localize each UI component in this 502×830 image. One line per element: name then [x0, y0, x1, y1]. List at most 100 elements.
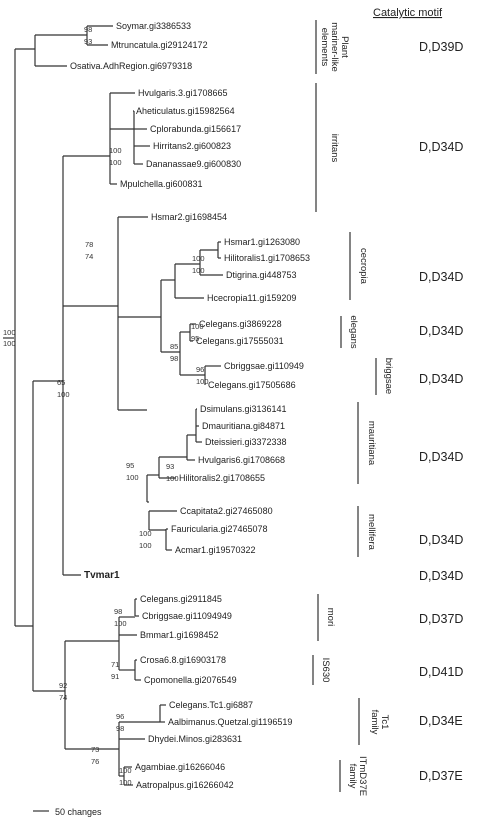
taxon-label: Mpulchella.gi600831	[120, 179, 203, 189]
taxon-label: Cplorabunda.gi156617	[150, 124, 241, 134]
support-value-top: 71	[111, 660, 119, 669]
support-value-bottom: 100	[126, 473, 139, 482]
support-value-top: 98	[114, 607, 122, 616]
taxon-label: Fauricularia.gi27465078	[171, 524, 268, 534]
clade-label: elegans	[348, 315, 359, 349]
support-value-bottom: 100	[166, 474, 179, 483]
support-value-top: 100	[139, 529, 152, 538]
catalytic-motif-label: D,D34D	[419, 140, 463, 154]
taxon-label: Hsmar2.gi1698454	[151, 212, 227, 222]
taxon-label: Osativa.AdhRegion.gi6979318	[70, 61, 192, 71]
taxon-label: Cbriggsae.gi110949	[224, 361, 304, 371]
taxon-label: Cbriggsae.gi11094949	[142, 611, 232, 621]
taxon-label: Crosa6.8.gi16903178	[140, 655, 226, 665]
support-value-top: 100	[109, 146, 122, 155]
taxon-label: Bmmar1.gi1698452	[140, 630, 219, 640]
taxon-label: Cpomonella.gi2076549	[144, 675, 237, 685]
support-values: 100 100 98 93 100 100 78 74 65 100 100 100 100 95 96 10…	[3, 25, 209, 787]
clade-label: IS630	[320, 658, 331, 683]
motif-column: Catalytic motif D,D39D D,D34D D,D34D D,D34D…	[373, 7, 463, 783]
root-support-top: 100	[3, 328, 16, 337]
taxon-label: Celegans.gi2911845	[140, 594, 222, 604]
support-value-bottom: 95	[191, 334, 199, 343]
taxon-label: Hcecropia11.gi159209	[207, 293, 296, 303]
root-support-bottom: 100	[3, 339, 16, 348]
support-value-top: 78	[85, 240, 93, 249]
taxon-label: Celegans.gi17505686	[208, 380, 296, 390]
clade-label: mellifera	[366, 514, 377, 551]
taxon-label: Aatropalpus.gi16266042	[136, 780, 234, 790]
taxon-label: Soymar.gi3386533	[116, 21, 191, 31]
support-value-top: 96	[116, 712, 124, 721]
support-value-top: 96	[196, 365, 204, 374]
clade-label: cecropia	[358, 248, 369, 285]
taxon-label: Hilitoralis2.gi1708655	[179, 473, 265, 483]
support-value-bottom: 98	[116, 724, 124, 733]
catalytic-motif-label: D,D37D	[419, 612, 463, 626]
taxon-label: Celegans.Tc1.gi6887	[169, 700, 253, 710]
support-value-bottom: 100	[196, 377, 209, 386]
catalytic-motif-label: D,D39D	[419, 40, 463, 54]
catalytic-motif-label: D,D41D	[419, 665, 463, 679]
catalytic-motif-label: D,D34D	[419, 270, 463, 284]
support-value-bottom: 100	[109, 158, 122, 167]
motif-header: Catalytic motif	[373, 7, 443, 19]
clade-label: irritans	[329, 134, 340, 163]
tree-branches	[14, 25, 223, 786]
catalytic-motif-label: D,D34D	[419, 372, 463, 386]
taxon-label: Hirritans2.gi600823	[153, 141, 231, 151]
support-value-top: 93	[166, 462, 174, 471]
support-value-top: 92	[59, 681, 67, 690]
support-value-bottom: 91	[111, 672, 119, 681]
catalytic-motif-label: D,D34D	[419, 533, 463, 547]
support-value-top: 98	[84, 25, 92, 34]
clade-label: ITmD37Efamily	[347, 756, 368, 796]
taxon-label: Dananassae9.gi600830	[146, 159, 241, 169]
scale-bar-label: 50 changes	[55, 807, 102, 817]
taxon-label: Dhydei.Minos.gi283631	[148, 734, 242, 744]
taxon-label: Acmar1.gi19570322	[175, 545, 256, 555]
support-value-top: 100	[119, 766, 132, 775]
clade-label: Plantmariner-likeelements	[319, 22, 350, 72]
taxon-label: Celegans.gi17555031	[196, 336, 284, 346]
support-value-bottom: 98	[170, 354, 178, 363]
taxon-label: Tvmar1	[84, 570, 120, 581]
clade-label: mori	[325, 608, 336, 626]
catalytic-motif-label: D,D34D	[419, 569, 463, 583]
taxon-label: Celegans.gi3869228	[199, 319, 282, 329]
support-value-bottom: 100	[192, 266, 205, 275]
support-value-bottom: 100	[114, 619, 127, 628]
support-value-bottom: 93	[84, 37, 92, 46]
taxon-label: Dsimulans.gi3136141	[200, 404, 287, 414]
support-value-top: 85	[170, 342, 178, 351]
support-value-top: 65	[57, 378, 65, 387]
taxon-label: Mtruncatula.gi29124172	[111, 40, 208, 50]
support-value-bottom: 74	[85, 252, 93, 261]
support-value-bottom: 100	[119, 778, 132, 787]
scale-bar: 50 changes	[33, 807, 102, 817]
support-value-top: 100	[191, 322, 204, 331]
clade-brackets: Plantmariner-likeelements irritans cecropi…	[312, 20, 394, 796]
taxon-label: Hsmar1.gi1263080	[224, 237, 300, 247]
support-value-top: 100	[192, 254, 205, 263]
taxon-label: Dteissieri.gi3372338	[205, 437, 287, 447]
support-value-bottom: 76	[91, 757, 99, 766]
support-value-bottom: 74	[59, 693, 67, 702]
taxon-labels: Soymar.gi3386533 Mtruncatula.gi29124172 Os…	[70, 21, 310, 790]
taxon-label: Aalbimanus.Quetzal.gi1196519	[168, 717, 292, 727]
taxon-label: Dtigrina.gi448753	[226, 270, 297, 280]
support-value-top: 73	[91, 745, 99, 754]
catalytic-motif-label: D,D37E	[419, 769, 463, 783]
taxon-label: Aheticulatus.gi15982564	[136, 106, 235, 116]
taxon-label: Hvulgaris6.gi1708668	[198, 455, 285, 465]
catalytic-motif-label: D,D34D	[419, 450, 463, 464]
taxon-label: Dmauritiana.gi84871	[202, 421, 285, 431]
taxon-label: Hvulgaris.3.gi1708665	[138, 88, 228, 98]
clade-label: Tc1family	[369, 710, 390, 735]
catalytic-motif-label: D,D34E	[419, 714, 463, 728]
taxon-label: Agambiae.gi16266046	[135, 762, 225, 772]
support-value-bottom: 100	[139, 541, 152, 550]
catalytic-motif-label: D,D34D	[419, 324, 463, 338]
clade-label: briggsae	[383, 358, 394, 394]
